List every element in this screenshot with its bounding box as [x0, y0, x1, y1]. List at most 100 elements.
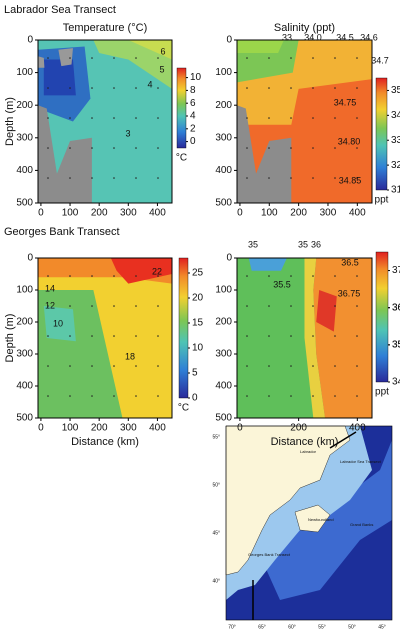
lat-label: 45° [212, 530, 220, 536]
sample-point [246, 275, 248, 277]
x-tick-label: 400 [149, 423, 166, 434]
colorbar-tick-label: 32 [391, 160, 400, 171]
lon-label: 60° [288, 624, 296, 630]
sample-point [268, 305, 270, 307]
sample-point [135, 395, 137, 397]
sample-point [135, 365, 137, 367]
y-tick-label: 500 [215, 198, 232, 209]
sample-point [268, 57, 270, 59]
contour-label: 5 [159, 64, 164, 74]
sample-point [290, 117, 292, 119]
lon-label: 55° [318, 624, 326, 630]
map [225, 425, 393, 621]
place-label: Labrador Sea Transect [340, 459, 382, 464]
contour-label: 36.5 [341, 257, 359, 267]
sample-point [157, 335, 159, 337]
sample-point [157, 395, 159, 397]
contour-label: 18 [125, 351, 135, 361]
sample-point [69, 57, 71, 59]
contour-label: 33 [282, 32, 292, 42]
contour-label: 12 [45, 300, 55, 310]
y-axis-label: Depth (m) [4, 314, 16, 363]
sample-point [113, 365, 115, 367]
x-tick-label: 0 [237, 208, 243, 219]
sample-point [135, 147, 137, 149]
colorbar-label: °C [176, 153, 187, 164]
field [237, 258, 372, 418]
x-tick-label: 100 [261, 208, 278, 219]
contour-label: 34.5 [336, 32, 354, 42]
place-label: Georges Bank Transect [248, 552, 291, 557]
x-tick-label: 400 [349, 423, 366, 434]
place-label: Grand Banks [350, 522, 373, 527]
colorbar-tick-label: 8 [190, 85, 196, 96]
contour-label: 22 [152, 266, 162, 276]
sample-point [135, 305, 137, 307]
plot-frame [236, 39, 373, 204]
lat-label: 50° [212, 482, 220, 488]
colorbar-label: ppt [375, 387, 389, 398]
sample-point [157, 305, 159, 307]
sample-point [290, 395, 292, 397]
field [38, 258, 172, 418]
field-region [237, 105, 292, 203]
sample-point [135, 117, 137, 119]
sample-point [334, 147, 336, 149]
colorbar-tick-label: 25 [192, 268, 204, 279]
sample-point [47, 147, 49, 149]
colorbar-tick-label: 35 [392, 339, 400, 350]
sample-point [91, 365, 93, 367]
colorbar-tick-label: 20 [192, 293, 204, 304]
colorbar-tick-label: 6 [190, 98, 196, 109]
lon-label: 50° [348, 624, 356, 630]
sample-point [312, 395, 314, 397]
sample-point [157, 275, 159, 277]
sample-point [69, 177, 71, 179]
sample-point [47, 177, 49, 179]
sample-point [246, 177, 248, 179]
colorbar-tick-label: 34 [392, 377, 400, 388]
y-tick-label: 100 [16, 285, 33, 296]
colorbar-tick-label: 4 [190, 111, 196, 122]
field-region [110, 258, 172, 284]
y-tick-label: 0 [27, 253, 33, 264]
sample-point [334, 87, 336, 89]
sample-point [246, 395, 248, 397]
sample-point [334, 177, 336, 179]
field-region [58, 48, 73, 67]
sample-point [113, 117, 115, 119]
sample-point [290, 57, 292, 59]
contour-label: 10 [53, 318, 63, 328]
sample-point [246, 87, 248, 89]
colorbar-tick-label: 35 [391, 85, 400, 96]
sample-point [135, 177, 137, 179]
field-region [313, 258, 372, 418]
sample-point [268, 275, 270, 277]
field-region [304, 258, 326, 418]
colorbar-tick-label: 0 [192, 393, 198, 404]
sample-point [268, 147, 270, 149]
x-tick-label: 100 [62, 423, 79, 434]
sample-point [312, 87, 314, 89]
sample-point [113, 57, 115, 59]
sample-point [356, 177, 358, 179]
x-tick-label: 400 [349, 208, 366, 219]
sample-point [91, 177, 93, 179]
sample-point [312, 117, 314, 119]
sample-point [47, 57, 49, 59]
lat-label: 55° [212, 434, 220, 440]
lat-label: 40° [212, 578, 220, 584]
sample-point [268, 365, 270, 367]
field-region [38, 105, 92, 203]
colorbar-tick-label: 33 [391, 135, 400, 146]
sample-point [246, 57, 248, 59]
sample-point [312, 365, 314, 367]
y-tick-label: 500 [16, 198, 33, 209]
x-tick-label: 0 [38, 423, 44, 434]
colorbar-tick-label: 35 [392, 339, 400, 350]
contour-label: 3 [125, 128, 130, 138]
y-tick-label: 200 [215, 317, 232, 328]
contour-label: 34.6 [360, 32, 378, 42]
sample-point [356, 335, 358, 337]
